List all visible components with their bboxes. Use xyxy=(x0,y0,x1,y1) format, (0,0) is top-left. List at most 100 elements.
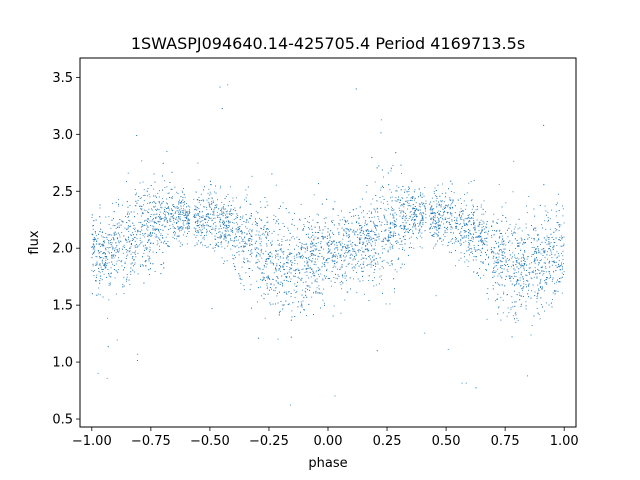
data-point xyxy=(510,266,512,268)
data-point xyxy=(225,237,227,239)
data-point xyxy=(260,241,262,243)
data-point xyxy=(209,213,211,215)
data-point xyxy=(460,240,462,242)
data-point xyxy=(183,220,185,222)
data-point xyxy=(250,238,251,240)
data-point xyxy=(463,210,464,212)
data-point xyxy=(194,245,196,247)
data-point xyxy=(468,214,470,216)
data-point xyxy=(339,256,341,258)
data-point xyxy=(355,252,357,254)
data-point xyxy=(371,239,373,241)
data-point xyxy=(303,256,304,258)
data-point xyxy=(254,247,256,249)
data-point xyxy=(147,229,149,231)
data-point xyxy=(512,277,514,279)
data-point xyxy=(103,257,105,259)
data-point xyxy=(487,288,489,289)
data-point xyxy=(390,170,392,172)
data-point xyxy=(504,256,506,258)
data-point xyxy=(371,229,373,231)
data-point xyxy=(485,223,487,225)
data-point xyxy=(373,237,375,239)
data-point xyxy=(549,260,550,262)
data-point xyxy=(540,297,542,299)
data-point xyxy=(367,243,369,245)
data-point xyxy=(517,279,519,281)
data-point xyxy=(277,255,279,257)
data-point xyxy=(414,199,416,201)
data-point xyxy=(149,274,150,275)
data-point xyxy=(210,217,212,219)
data-point xyxy=(543,184,545,186)
data-point xyxy=(315,264,317,266)
data-point xyxy=(370,236,372,238)
data-point xyxy=(541,306,543,308)
data-point xyxy=(450,204,452,206)
data-point xyxy=(556,251,558,253)
data-point xyxy=(290,278,292,280)
data-point xyxy=(293,289,295,291)
data-point xyxy=(94,251,96,252)
data-point xyxy=(254,218,256,220)
data-point xyxy=(416,238,418,240)
data-point xyxy=(142,265,144,267)
data-point xyxy=(392,217,394,219)
data-point xyxy=(345,220,346,222)
data-point xyxy=(433,191,435,192)
data-point xyxy=(189,211,191,213)
data-point xyxy=(251,269,253,271)
data-point xyxy=(440,225,442,227)
data-point xyxy=(363,238,365,240)
data-point xyxy=(167,192,169,194)
data-point xyxy=(118,260,120,261)
data-point xyxy=(205,234,207,236)
data-point xyxy=(129,213,130,215)
data-point xyxy=(200,204,202,206)
data-point xyxy=(305,315,307,316)
data-point xyxy=(105,261,106,263)
data-point xyxy=(394,234,396,236)
data-point xyxy=(182,212,184,214)
data-point xyxy=(228,213,230,215)
data-point xyxy=(224,238,226,240)
data-point xyxy=(544,242,546,244)
data-point xyxy=(186,213,188,215)
data-point xyxy=(128,251,130,253)
data-point xyxy=(482,262,484,264)
data-point xyxy=(562,208,564,210)
data-point xyxy=(124,216,126,217)
data-point xyxy=(383,202,384,204)
data-point xyxy=(432,216,434,218)
data-point xyxy=(393,217,395,219)
data-point xyxy=(447,212,449,214)
data-point xyxy=(126,229,128,230)
data-point xyxy=(98,252,100,254)
data-point xyxy=(153,206,155,208)
data-point xyxy=(251,244,253,246)
data-point xyxy=(140,208,142,210)
data-point xyxy=(258,267,260,269)
data-point xyxy=(436,222,438,224)
data-point xyxy=(311,242,313,244)
data-point xyxy=(102,245,104,247)
data-point xyxy=(553,260,555,262)
data-point xyxy=(188,214,190,216)
data-point xyxy=(144,224,146,226)
data-point xyxy=(261,257,263,259)
data-point xyxy=(402,198,404,199)
data-point xyxy=(473,219,475,221)
data-point xyxy=(318,292,320,294)
data-point xyxy=(138,244,140,246)
data-point xyxy=(133,239,135,241)
data-point xyxy=(321,293,323,295)
data-point xyxy=(249,268,251,270)
data-point xyxy=(491,247,493,249)
data-point xyxy=(213,211,215,213)
data-point xyxy=(370,258,371,260)
data-point xyxy=(178,236,180,237)
data-point xyxy=(111,261,113,263)
data-point xyxy=(279,257,281,259)
data-point xyxy=(97,263,99,265)
data-point xyxy=(543,251,545,253)
